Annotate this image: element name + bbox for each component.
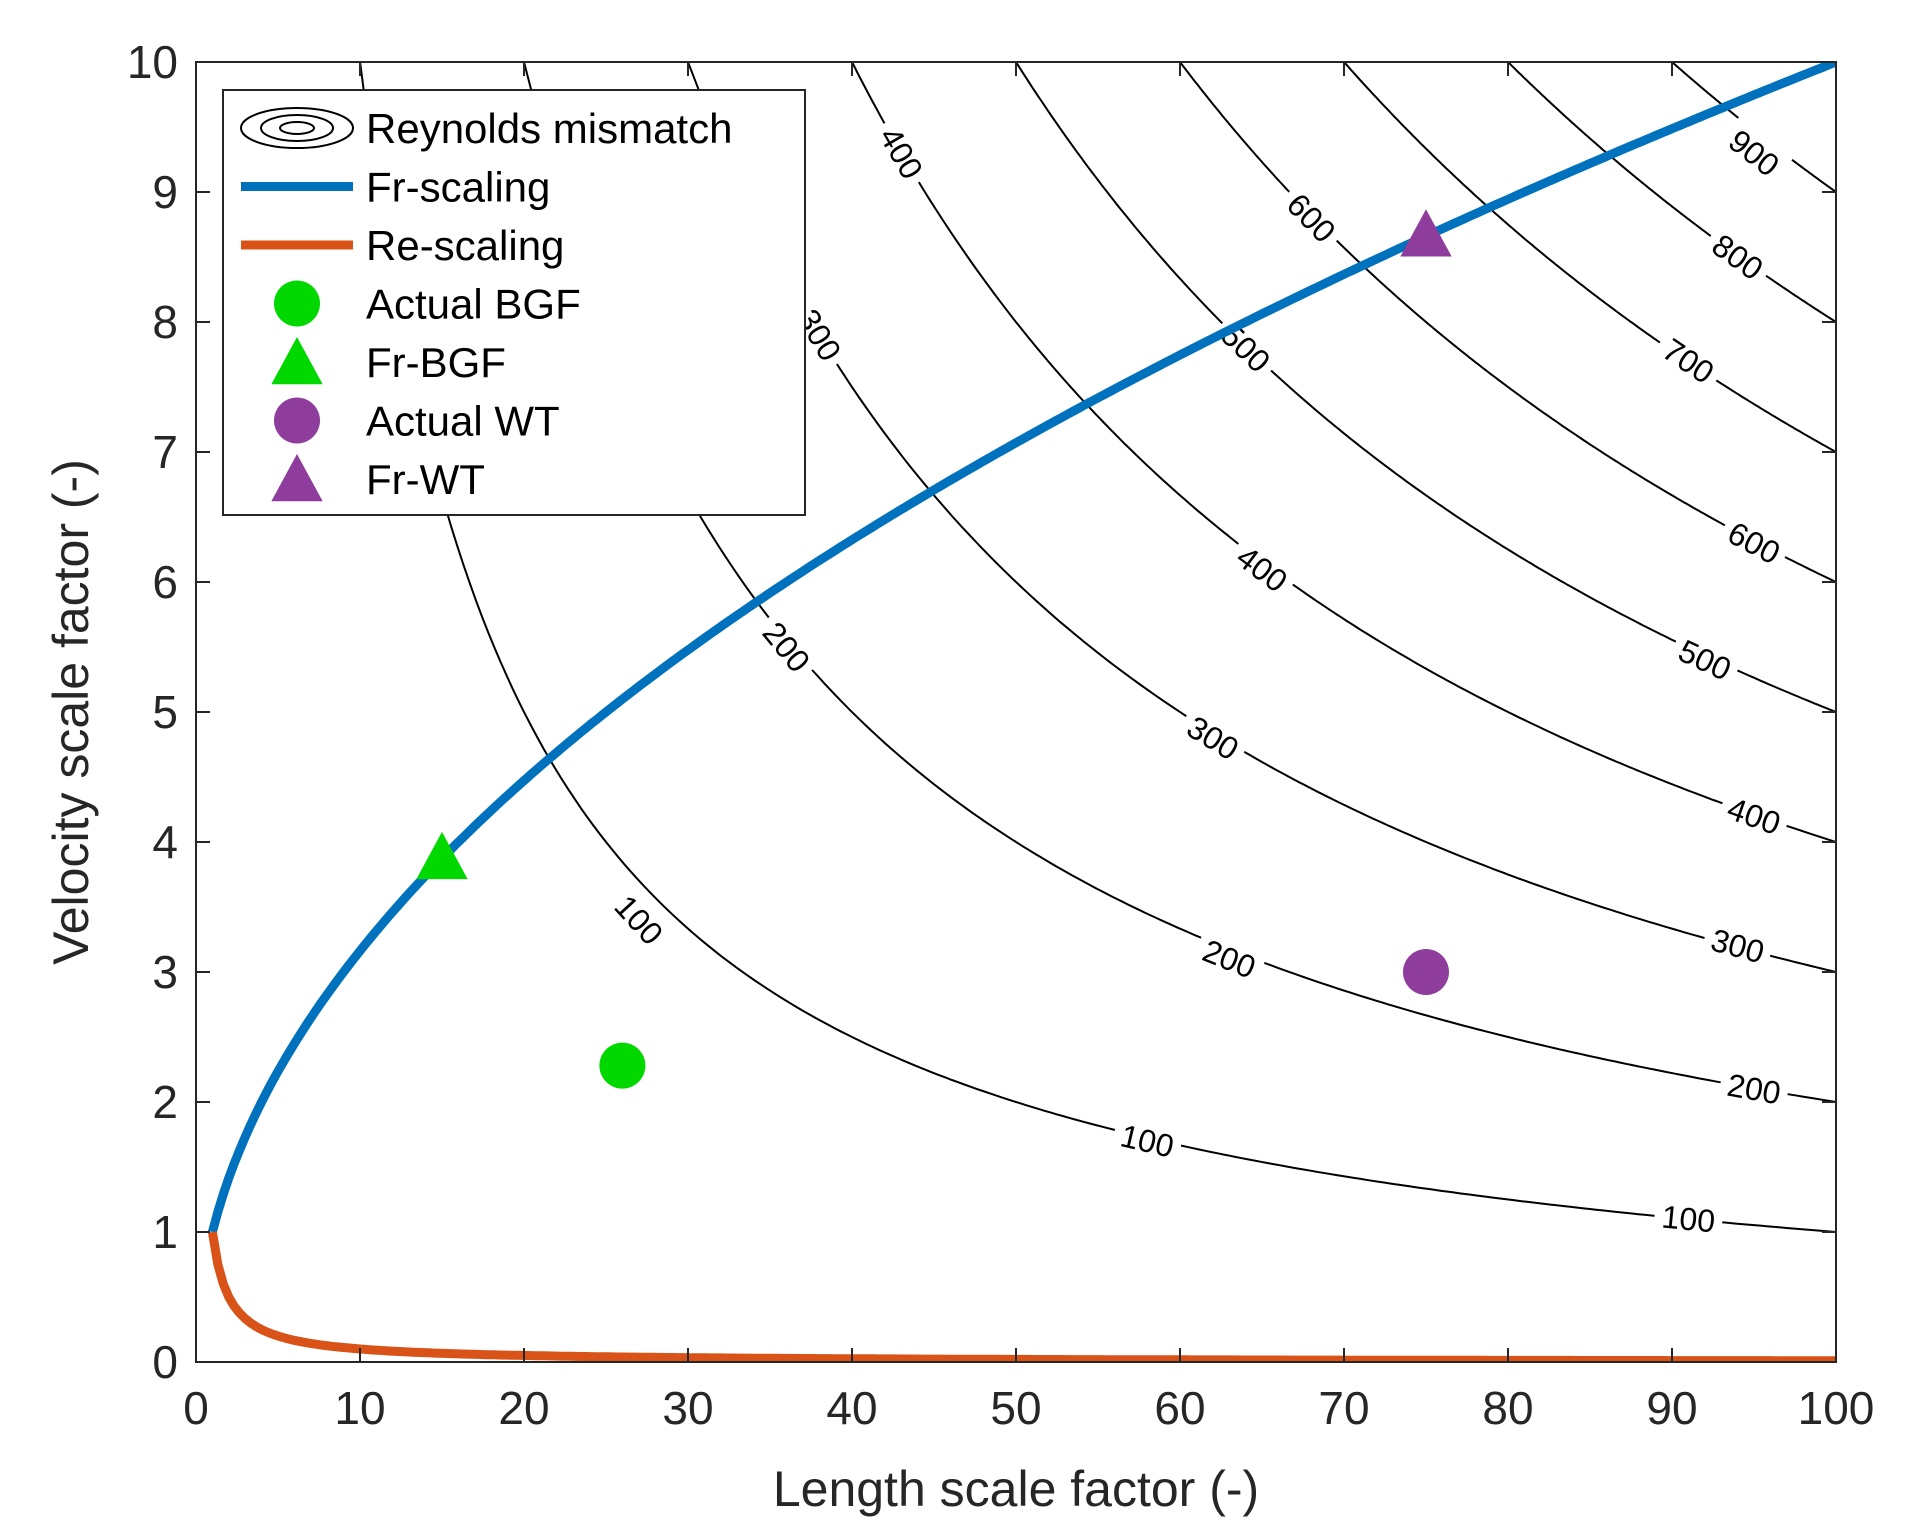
x-tick-label: 80 <box>1482 1382 1533 1434</box>
contour-line <box>1670 62 1836 193</box>
contour-label-bg <box>601 881 677 959</box>
contour-label-bg <box>1714 509 1794 577</box>
y-tick-label: 0 <box>152 1336 178 1388</box>
contour-label-bg <box>1715 785 1793 847</box>
contour-label-bg <box>1190 927 1269 991</box>
contour-lines <box>359 62 1836 1233</box>
contour-label: 100 <box>1660 1199 1717 1240</box>
y-axis: 0 1 2 3 4 5 6 7 8 9 10 <box>127 36 1836 1388</box>
x-tick-label: 0 <box>183 1382 209 1434</box>
legend-label-re-scaling: Re-scaling <box>366 222 564 269</box>
y-tick-label: 10 <box>127 36 178 88</box>
x-tick-label: 30 <box>662 1382 713 1434</box>
y-axis-title: Velocity scale factor (-) <box>43 459 99 965</box>
legend-contour-symbol <box>240 107 354 149</box>
contour-label-bg <box>1699 917 1776 975</box>
legend-label-fr-scaling: Fr-scaling <box>366 164 550 211</box>
fr-wt-marker <box>1400 209 1452 257</box>
y-tick-label: 2 <box>152 1076 178 1128</box>
contour-line <box>522 62 1836 1103</box>
legend-fr-wt-symbol <box>271 454 323 502</box>
contour-label-bg <box>749 608 824 686</box>
x-tick-label: 40 <box>826 1382 877 1434</box>
legend: Reynolds mismatch Fr-scaling Re-scaling Act… <box>222 89 806 516</box>
contour-label-group: 600 <box>1714 509 1794 577</box>
fr-scaling-line <box>208 62 1836 1234</box>
y-tick-label: 9 <box>152 166 178 218</box>
y-tick-label: 7 <box>152 426 178 478</box>
contour-label-group: 200 <box>1717 1063 1791 1115</box>
contour-label-group: 100 <box>1652 1195 1725 1243</box>
legend-actual-bgf-symbol <box>274 280 320 327</box>
y-tick-label: 1 <box>152 1206 178 1258</box>
legend-box <box>222 89 806 516</box>
y-tick-label: 4 <box>152 816 178 868</box>
contour-label-group: 100 <box>1109 1113 1185 1169</box>
fr-bgf-marker <box>416 831 468 880</box>
x-tick-label: 60 <box>1154 1382 1205 1434</box>
contour-line <box>359 62 1836 1233</box>
legend-label-actual-wt: Actual WT <box>366 398 560 445</box>
legend-actual-wt-symbol <box>274 397 320 444</box>
x-axis-title: Length scale factor (-) <box>773 1461 1259 1517</box>
actual-wt-marker <box>1403 949 1449 995</box>
x-tick-label: 90 <box>1646 1382 1697 1434</box>
contour-line <box>1342 62 1836 453</box>
contour-line <box>1506 62 1836 323</box>
re-scaling-line <box>207 1231 1836 1362</box>
contour-line <box>850 62 1836 843</box>
x-tick-label: 20 <box>498 1382 549 1434</box>
contour-label-group: 700 <box>1649 325 1728 397</box>
contour-label-bg <box>1652 1195 1725 1243</box>
y-tick-label: 6 <box>152 556 178 608</box>
legend-label-reynolds-mismatch: Reynolds mismatch <box>366 105 732 152</box>
contour-label-bg <box>1665 627 1745 693</box>
contour-label-bg <box>1273 179 1350 257</box>
legend-contour-symbol <box>260 114 334 142</box>
y-tick-label: 3 <box>152 946 178 998</box>
contour-label-bg <box>1173 703 1253 773</box>
legend-fr-bgf-symbol <box>271 337 323 385</box>
contour-label-bg <box>1698 220 1777 294</box>
contour-label-bg <box>1714 116 1794 190</box>
contour-label-bg <box>1717 1063 1791 1115</box>
legend-contour-symbol <box>279 121 315 135</box>
x-tick-label: 10 <box>334 1382 385 1434</box>
x-tick-label: 50 <box>990 1382 1041 1434</box>
markers <box>416 209 1452 1089</box>
contour-label-bg <box>1649 325 1728 397</box>
contour-line <box>686 62 1836 973</box>
x-axis: 0 10 20 30 40 50 60 70 80 90 100 <box>183 62 1874 1434</box>
y-tick-label: 8 <box>152 296 178 348</box>
contour-label-bg <box>1109 1113 1185 1169</box>
x-tick-label: 100 <box>1798 1382 1875 1434</box>
x-tick-label: 70 <box>1318 1382 1369 1434</box>
legend-label-actual-bgf: Actual BGF <box>366 281 581 328</box>
contour-line <box>1178 62 1836 583</box>
legend-label-fr-wt: Fr-WT <box>366 456 485 503</box>
actual-bgf-marker <box>599 1042 646 1089</box>
y-tick-label: 5 <box>152 686 178 738</box>
contour-label-bg <box>866 113 936 193</box>
series-lines <box>207 62 1836 1362</box>
legend-label-fr-bgf: Fr-BGF <box>366 339 506 386</box>
contour-label-bg <box>1222 532 1302 606</box>
